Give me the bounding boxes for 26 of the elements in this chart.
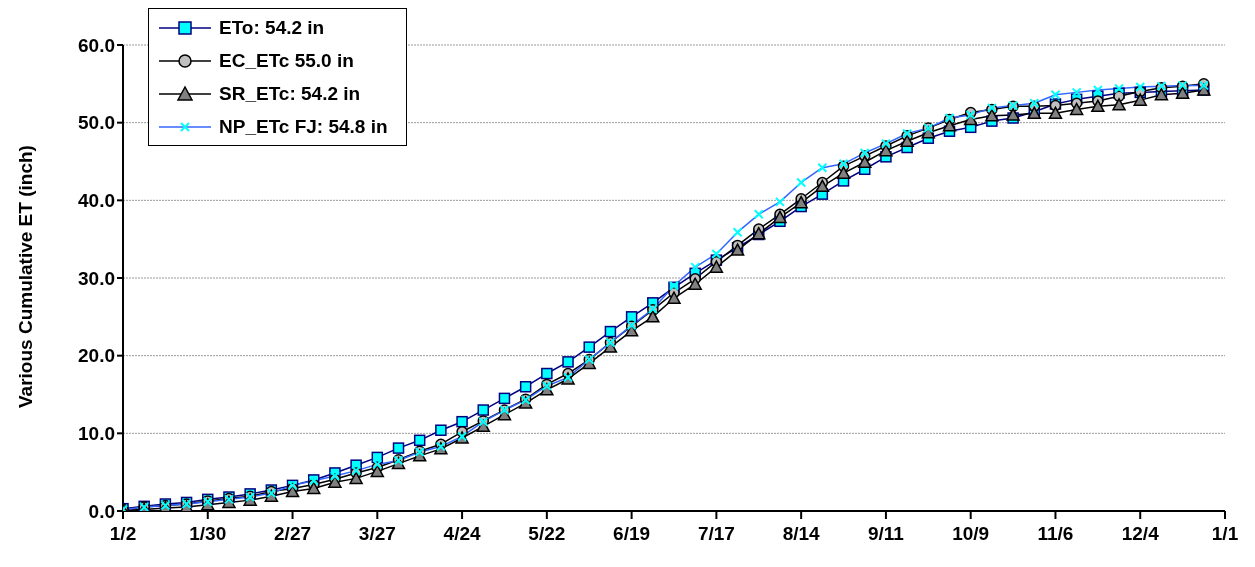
y-tick-label: 40.0 [78, 190, 115, 212]
x-tick-label: 1/30 [189, 523, 227, 545]
x-tick-label: 3/27 [358, 523, 396, 545]
x-tick-label: 12/4 [1121, 523, 1160, 545]
x-tick-label: 5/22 [528, 523, 566, 545]
x-tick-label: 9/11 [867, 523, 905, 545]
y-tick-label: 0.0 [88, 500, 115, 522]
x-tick-label: 6/19 [613, 523, 651, 545]
y-axis-title: Various Cumulative ET (inch) [14, 145, 36, 408]
x-tick-label: 2/27 [274, 523, 312, 545]
legend-label: EC_ETc 55.0 in [219, 49, 354, 72]
x-tick-label: 8/14 [782, 523, 821, 545]
y-tick-label: 20.0 [78, 345, 115, 367]
x-tick-label: 1/2 [109, 523, 137, 545]
legend-label: NP_ETc FJ: 54.8 in [219, 115, 388, 138]
legend-label: SR_ETc: 54.2 in [219, 82, 361, 105]
y-tick-label: 50.0 [78, 112, 115, 134]
x-tick-label: 1/1 [1211, 523, 1239, 545]
legend-label: ETo: 54.2 in [219, 16, 325, 39]
x-tick-label: 4/24 [443, 523, 481, 545]
x-tick-label: 10/9 [952, 523, 990, 545]
y-tick-label: 10.0 [78, 423, 115, 445]
x-tick-label: 11/6 [1037, 523, 1074, 545]
x-tick-label: 7/17 [697, 523, 735, 545]
y-tick-label: 30.0 [78, 267, 115, 289]
y-tick-label: 60.0 [78, 34, 115, 56]
